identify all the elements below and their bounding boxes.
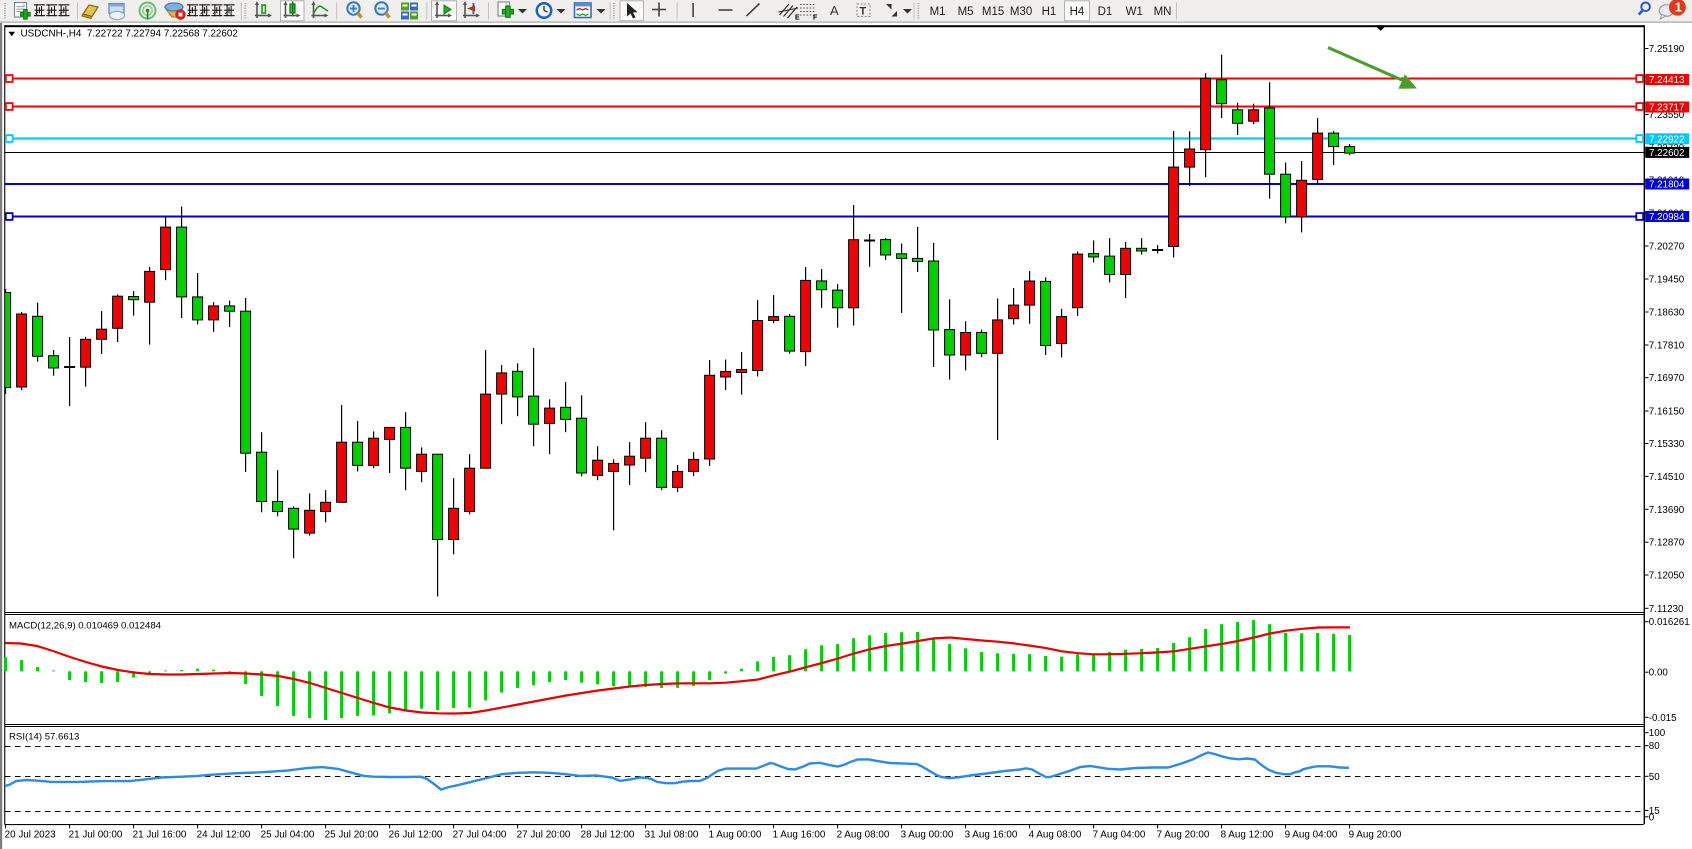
- svg-text:0.00: 0.00: [1649, 668, 1669, 679]
- svg-text:3 Aug 00:00: 3 Aug 00:00: [901, 830, 954, 841]
- svg-text:RSI(14) 57.6613: RSI(14) 57.6613: [9, 732, 79, 743]
- svg-text:3 Aug 16:00: 3 Aug 16:00: [965, 830, 1018, 841]
- svg-text:7.22922: 7.22922: [1649, 134, 1684, 145]
- svg-text:H1: H1: [1042, 6, 1057, 18]
- svg-text:7.23717: 7.23717: [1649, 103, 1684, 114]
- svg-text:7.12050: 7.12050: [1649, 571, 1685, 582]
- svg-text:21 Jul 16:00: 21 Jul 16:00: [133, 830, 187, 841]
- svg-text:2 Aug 08:00: 2 Aug 08:00: [837, 830, 890, 841]
- svg-text:7 Aug 04:00: 7 Aug 04:00: [1093, 830, 1146, 841]
- svg-text:7.23550: 7.23550: [1649, 110, 1685, 121]
- svg-text:7.21804: 7.21804: [1649, 180, 1685, 191]
- svg-text:M15: M15: [982, 6, 1004, 18]
- svg-text:F: F: [813, 15, 818, 22]
- svg-text:0: 0: [1649, 812, 1655, 823]
- svg-text:W1: W1: [1126, 6, 1143, 18]
- svg-text:8 Aug 12:00: 8 Aug 12:00: [1221, 830, 1274, 841]
- svg-text:26 Jul 12:00: 26 Jul 12:00: [389, 830, 443, 841]
- svg-text:7.15330: 7.15330: [1649, 439, 1685, 450]
- svg-text:D1: D1: [1098, 6, 1113, 18]
- svg-text:A: A: [830, 3, 839, 18]
- svg-text:M30: M30: [1010, 6, 1032, 18]
- svg-text:7.14510: 7.14510: [1649, 472, 1685, 483]
- svg-text:MN: MN: [1154, 6, 1172, 18]
- svg-text:7.16970: 7.16970: [1649, 373, 1685, 384]
- svg-text:E: E: [795, 15, 800, 22]
- svg-text:20 Jul 2023: 20 Jul 2023: [5, 830, 57, 841]
- svg-text:15: 15: [1649, 806, 1660, 817]
- svg-text:MACD(12,26,9) 0.010469 0.01248: MACD(12,26,9) 0.010469 0.012484: [9, 620, 162, 631]
- svg-text:21 Jul 00:00: 21 Jul 00:00: [69, 830, 123, 841]
- svg-text:7.25190: 7.25190: [1649, 44, 1685, 55]
- svg-text:9 Aug 04:00: 9 Aug 04:00: [1285, 830, 1338, 841]
- svg-text:T: T: [860, 6, 867, 18]
- svg-text:-0.015: -0.015: [1649, 713, 1677, 724]
- svg-text:USDCNH-,H4 7.22722 7.22794 7.: USDCNH-,H4 7.22722 7.22794 7.22568 7.226…: [21, 29, 238, 40]
- svg-text:28 Jul 12:00: 28 Jul 12:00: [581, 830, 635, 841]
- svg-text:7.18630: 7.18630: [1649, 308, 1685, 319]
- svg-text:27 Jul 04:00: 27 Jul 04:00: [453, 830, 507, 841]
- svg-text:7.13690: 7.13690: [1649, 505, 1685, 516]
- svg-text:M1: M1: [930, 6, 946, 18]
- svg-text:4 Aug 08:00: 4 Aug 08:00: [1029, 830, 1082, 841]
- svg-text:7.16150: 7.16150: [1649, 407, 1685, 418]
- svg-text:31 Jul 08:00: 31 Jul 08:00: [645, 830, 699, 841]
- svg-text:M5: M5: [958, 6, 974, 18]
- svg-text:1 Aug 00:00: 1 Aug 00:00: [709, 830, 762, 841]
- svg-text:7.11230: 7.11230: [1649, 604, 1684, 615]
- svg-text:27 Jul 20:00: 27 Jul 20:00: [517, 830, 571, 841]
- svg-text:100: 100: [1649, 728, 1666, 739]
- svg-text:25 Jul 04:00: 25 Jul 04:00: [261, 830, 315, 841]
- svg-text:9 Aug 20:00: 9 Aug 20:00: [1349, 830, 1402, 841]
- svg-text:H4: H4: [1070, 6, 1085, 18]
- svg-text:7.12870: 7.12870: [1649, 538, 1685, 549]
- svg-text:7.19450: 7.19450: [1649, 275, 1685, 286]
- svg-text:25 Jul 20:00: 25 Jul 20:00: [325, 830, 379, 841]
- svg-text:7.24413: 7.24413: [1649, 75, 1685, 86]
- svg-text:24 Jul 12:00: 24 Jul 12:00: [197, 830, 251, 841]
- svg-text:1: 1: [1675, 0, 1682, 15]
- svg-text:7.20984: 7.20984: [1649, 212, 1685, 223]
- svg-text:50: 50: [1649, 772, 1660, 783]
- svg-text:7.17810: 7.17810: [1649, 341, 1685, 352]
- svg-text:0.016261: 0.016261: [1649, 617, 1690, 628]
- svg-text:80: 80: [1649, 741, 1660, 752]
- svg-text:7 Aug 20:00: 7 Aug 20:00: [1157, 830, 1210, 841]
- svg-text:7.20270: 7.20270: [1649, 242, 1685, 253]
- svg-text:7.22602: 7.22602: [1649, 148, 1684, 159]
- svg-text:1 Aug 16:00: 1 Aug 16:00: [773, 830, 826, 841]
